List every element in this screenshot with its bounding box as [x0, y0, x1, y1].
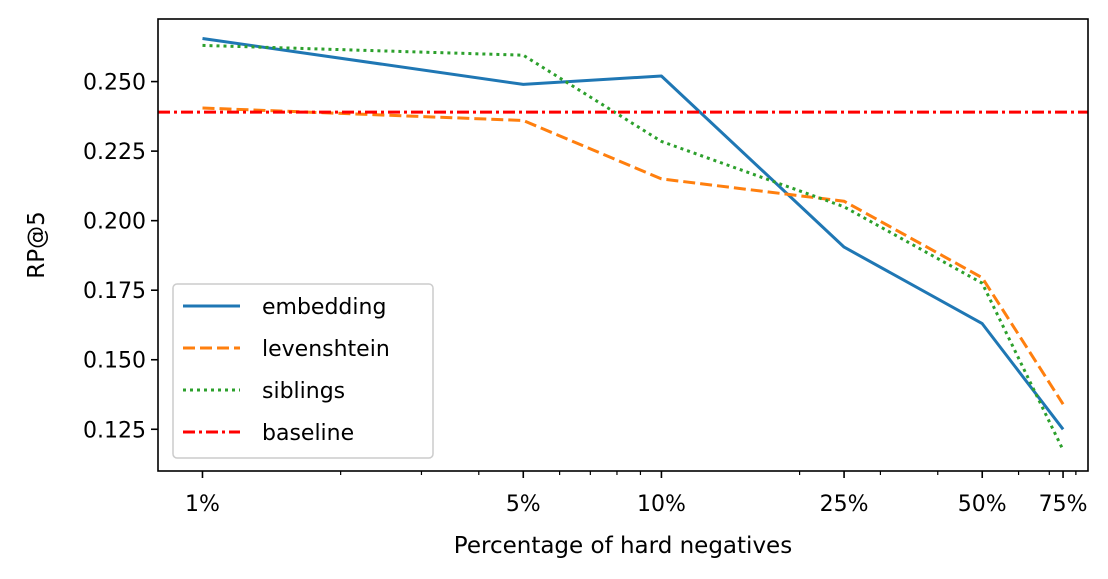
- x-tick-label: 1%: [185, 492, 220, 517]
- y-tick-label: 0.200: [83, 210, 146, 235]
- y-tick-label: 0.125: [83, 418, 146, 443]
- y-axis-label: RP@5: [24, 211, 50, 278]
- x-tick-label: 25%: [820, 492, 869, 517]
- legend-label-embedding: embedding: [262, 295, 386, 320]
- plot-frame: [157, 18, 1089, 472]
- legend-box: [172, 283, 434, 459]
- series-line-levenshtein: [202, 106, 1065, 406]
- legend-label-baseline: baseline: [262, 421, 354, 446]
- series-line-siblings: [202, 43, 1065, 451]
- legend-label-siblings: siblings: [262, 379, 345, 404]
- legend-label-levenshtein: levenshtein: [262, 337, 390, 362]
- series-line-embedding: [202, 37, 1065, 431]
- x-tick-label: 10%: [637, 492, 686, 517]
- y-axis: 0.125 0.150 0.175 0.200 0.225 0.250: [83, 71, 158, 443]
- y-tick-label: 0.175: [83, 279, 146, 304]
- x-axis: 1% 5% 10% 25% 50% 75%: [185, 471, 1088, 517]
- y-tick-label: 0.250: [83, 71, 146, 96]
- legend: embedding levenshtein siblings baseline: [172, 283, 434, 459]
- x-tick-label: 5%: [506, 492, 541, 517]
- x-axis-label: Percentage of hard negatives: [454, 533, 792, 559]
- y-tick-label: 0.225: [83, 140, 146, 165]
- y-tick-label: 0.150: [83, 349, 146, 374]
- x-tick-label: 75%: [1039, 492, 1088, 517]
- x-tick-label: 50%: [958, 492, 1007, 517]
- series-layer: [158, 37, 1088, 451]
